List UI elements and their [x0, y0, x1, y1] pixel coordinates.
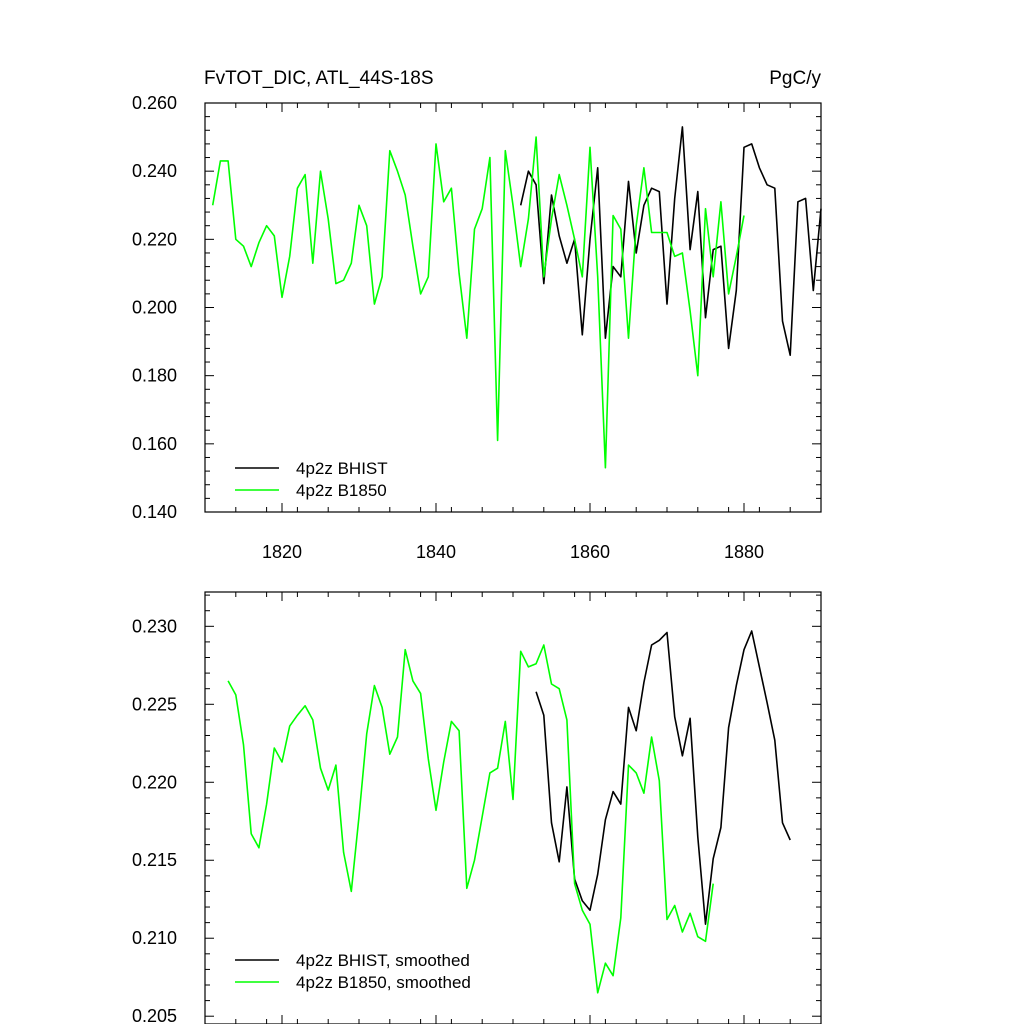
bottom-chart-ticks: 0.205 0.210 0.215 0.220 0.225 0.230: [132, 592, 822, 1024]
series-line-bhist: [535, 630, 791, 926]
bottom-chart-panel: 0.205 0.210 0.215 0.220 0.225 0.230 4p2z BHIS…: [132, 591, 822, 1024]
chart-title: FvTOT_DIC, ATL_44S-18S: [204, 68, 434, 89]
y-tick-label: 0.230: [132, 616, 177, 636]
legend-label: 4p2z B1850: [296, 481, 387, 500]
y-tick-label: 0.240: [132, 161, 177, 181]
legend-label: 4p2z B1850, smoothed: [296, 973, 471, 992]
series-line-b1850: [227, 644, 714, 994]
x-tick-label: 1820: [262, 542, 302, 562]
top-chart-legend: 4p2z BHIST 4p2z B1850: [235, 459, 388, 500]
top-chart-panel: FvTOT_DIC, ATL_44S-18S PgC/y 0.1400.1600…: [132, 68, 822, 562]
y-tick-label: 0.160: [132, 434, 177, 454]
bottom-chart-legend: 4p2z BHIST, smoothed 4p2z B1850, smoothed: [235, 951, 471, 992]
series-line-b1850: [211, 136, 745, 469]
units-label: PgC/y: [769, 68, 821, 89]
y-tick-label: 0.220: [132, 772, 177, 792]
y-tick-label: 0.205: [132, 1006, 177, 1024]
bottom-chart-marks: [227, 630, 791, 994]
top-chart-ticks: 0.140 0.160 0.180 0.200 0.220 0.240 0.260 1820 1…: [132, 93, 822, 562]
y-tick-label: 0.220: [132, 229, 177, 249]
x-tick-label: 1840: [416, 542, 456, 562]
x-tick-label: 1880: [724, 542, 764, 562]
y-tick-label: 0.215: [132, 850, 177, 870]
legend-label: 4p2z BHIST, smoothed: [296, 951, 470, 970]
series-line-bhist: [519, 126, 822, 357]
legend-label: 4p2z BHIST: [296, 459, 388, 478]
top-chart-marks: [211, 126, 822, 469]
x-tick-label: 1860: [570, 542, 610, 562]
y-tick-label: 0.140: [132, 502, 177, 522]
top-plot-frame: [204, 102, 822, 513]
y-tick-label: 0.225: [132, 694, 177, 714]
y-tick-label: 0.260: [132, 93, 177, 113]
y-tick-label: 0.180: [132, 366, 177, 386]
y-tick-label: 0.210: [132, 928, 177, 948]
y-tick-label: 0.200: [132, 298, 177, 318]
